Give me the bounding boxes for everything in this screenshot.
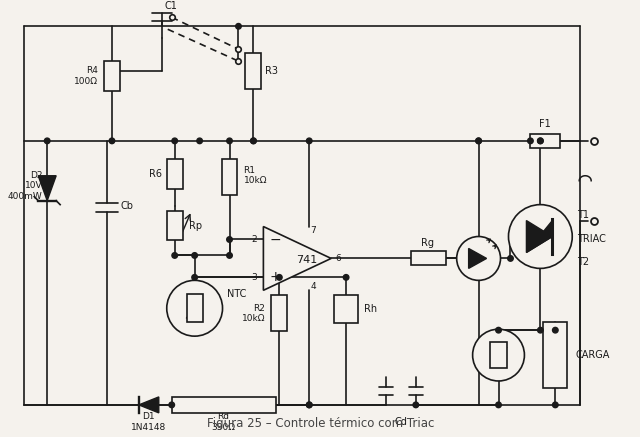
Bar (531, 134, 560, 148)
Polygon shape (468, 249, 486, 268)
Polygon shape (527, 221, 552, 253)
Text: D2
10V
400mW: D2 10V 400mW (8, 171, 42, 201)
Circle shape (44, 138, 50, 144)
Circle shape (172, 138, 177, 144)
Circle shape (227, 237, 232, 242)
Bar (187, 294, 203, 322)
Text: R1
10kΩ: R1 10kΩ (243, 166, 267, 185)
Polygon shape (264, 226, 331, 290)
Circle shape (496, 402, 501, 408)
Text: 7: 7 (310, 226, 316, 235)
Circle shape (192, 274, 197, 280)
Circle shape (509, 205, 572, 268)
Text: R4
100Ω: R4 100Ω (74, 66, 98, 86)
Text: Rh: Rh (364, 304, 377, 314)
Circle shape (236, 24, 241, 29)
Circle shape (307, 402, 312, 408)
Bar (221, 159, 237, 194)
Circle shape (251, 138, 256, 144)
Text: R2
10kΩ: R2 10kΩ (242, 304, 266, 323)
Circle shape (413, 402, 419, 408)
Text: 4: 4 (310, 282, 316, 291)
Circle shape (538, 138, 543, 144)
Text: T1: T1 (577, 210, 589, 219)
Polygon shape (139, 397, 159, 413)
Circle shape (552, 327, 558, 333)
Text: −: − (269, 232, 281, 246)
Text: NTC: NTC (227, 289, 246, 299)
Circle shape (192, 253, 197, 258)
Bar (167, 211, 182, 240)
Bar (167, 159, 182, 189)
Circle shape (538, 138, 543, 144)
Bar (490, 342, 508, 368)
Text: C1: C1 (164, 1, 178, 11)
Text: +: + (269, 271, 281, 284)
Circle shape (307, 138, 312, 144)
Circle shape (227, 253, 232, 258)
Circle shape (343, 274, 349, 280)
Text: Cd: Cd (394, 417, 407, 427)
Text: Rp: Rp (189, 221, 202, 231)
Circle shape (109, 138, 115, 144)
Circle shape (251, 138, 256, 144)
Circle shape (167, 281, 223, 336)
Text: F1: F1 (540, 119, 551, 129)
Text: R3: R3 (266, 66, 278, 76)
Text: Rg: Rg (421, 239, 435, 249)
Bar (411, 251, 445, 265)
Circle shape (227, 138, 232, 144)
Circle shape (508, 256, 513, 261)
Bar (104, 61, 120, 91)
Circle shape (276, 274, 282, 280)
Text: R6: R6 (148, 169, 162, 179)
Circle shape (472, 329, 524, 381)
Text: 6: 6 (335, 254, 341, 263)
Circle shape (538, 327, 543, 333)
Text: CARGA: CARGA (575, 350, 610, 360)
Circle shape (169, 402, 175, 408)
Circle shape (307, 402, 312, 408)
Polygon shape (38, 176, 56, 201)
Circle shape (197, 138, 202, 144)
Bar (246, 53, 261, 89)
Circle shape (476, 138, 481, 144)
Polygon shape (527, 221, 552, 253)
Circle shape (476, 138, 481, 144)
Text: T2: T2 (577, 257, 589, 267)
Text: 2: 2 (252, 235, 257, 244)
Circle shape (457, 236, 500, 281)
Text: D1
1N4148: D1 1N4148 (131, 412, 166, 431)
Bar (334, 295, 358, 323)
Bar (172, 397, 276, 413)
Bar (271, 295, 287, 331)
Circle shape (172, 253, 177, 258)
Text: Figura 25 – Controle térmico com Triac: Figura 25 – Controle térmico com Triac (207, 417, 435, 430)
Text: 741: 741 (296, 255, 317, 265)
Text: TRIAC: TRIAC (577, 233, 606, 243)
Circle shape (552, 402, 558, 408)
Circle shape (527, 138, 533, 144)
Bar (543, 322, 567, 388)
Text: Rd
390Ω: Rd 390Ω (212, 412, 236, 431)
Text: Cb: Cb (121, 201, 134, 211)
Circle shape (496, 327, 501, 333)
Text: 3: 3 (252, 273, 257, 282)
